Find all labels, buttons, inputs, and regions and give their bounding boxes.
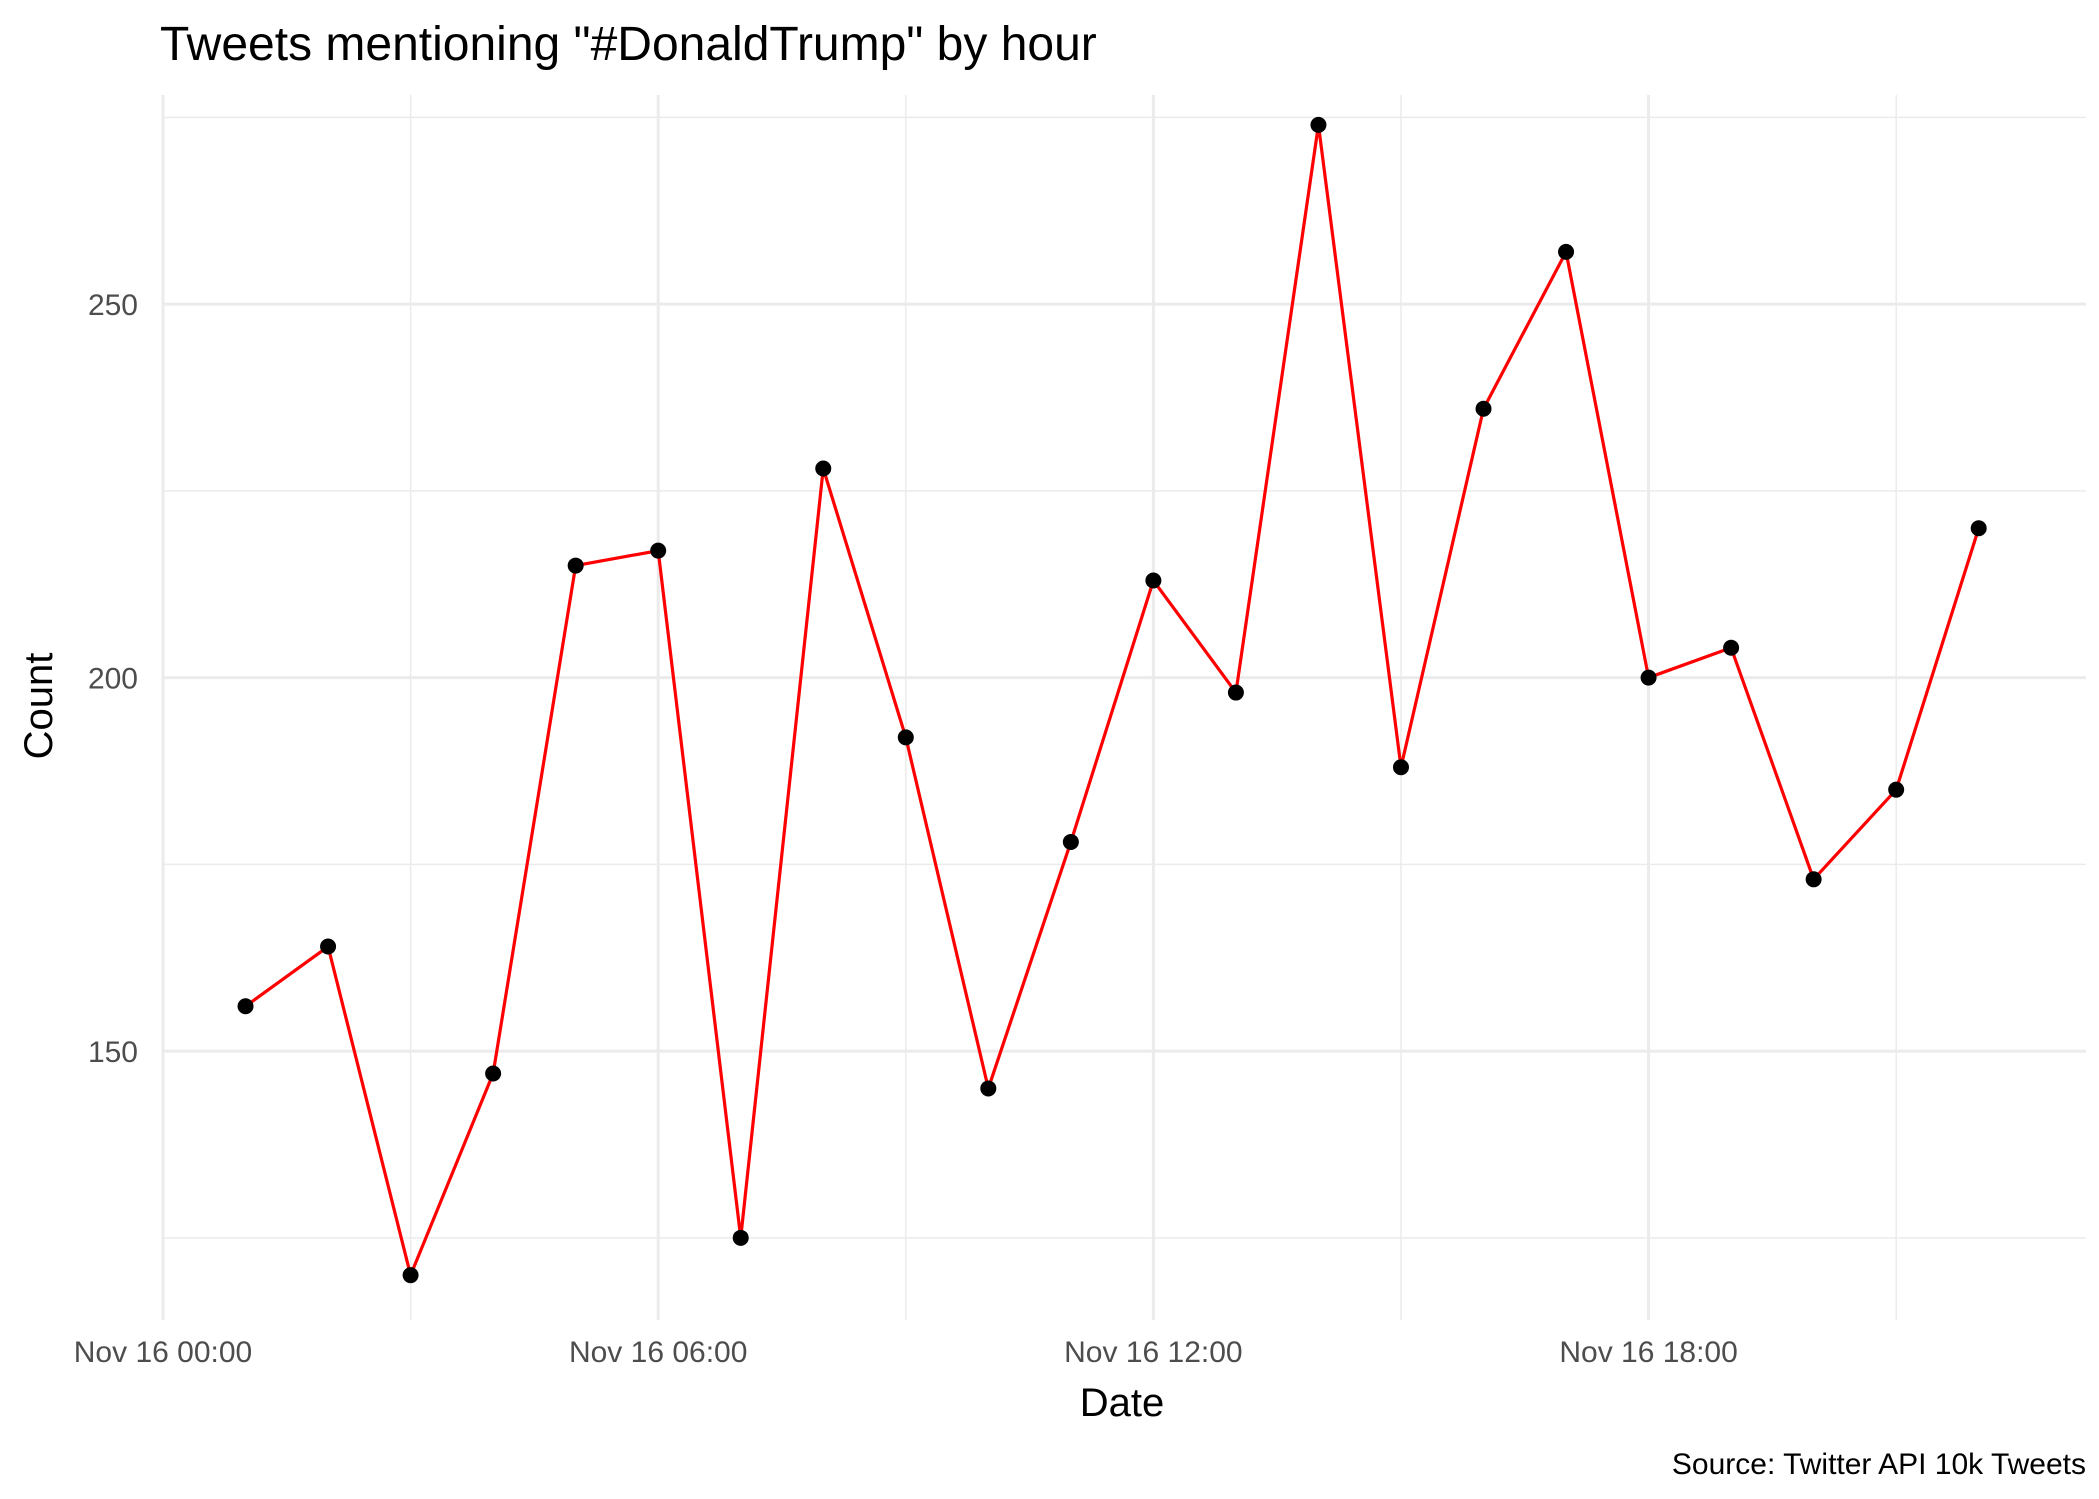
- data-series: [237, 116, 1987, 1284]
- grid-lines: [161, 95, 2086, 1320]
- data-point: [237, 998, 254, 1015]
- x-tick-label: Nov 16 12:00: [1064, 1336, 1242, 1369]
- y-axis-ticks: 150 200 250: [88, 289, 138, 1069]
- data-point: [1392, 759, 1409, 776]
- x-tick-label: Nov 16 18:00: [1559, 1336, 1737, 1369]
- data-point: [1723, 639, 1740, 656]
- data-point: [732, 1229, 749, 1246]
- data-point: [485, 1065, 502, 1082]
- data-point: [1310, 116, 1327, 133]
- chart-title: Tweets mentioning "#DonaldTrump" by hour: [160, 18, 1097, 71]
- data-point: [1805, 871, 1822, 888]
- data-point: [1475, 400, 1492, 417]
- data-point: [1888, 781, 1905, 798]
- data-point: [1062, 833, 1079, 850]
- data-point: [320, 938, 337, 955]
- data-point: [1640, 669, 1657, 686]
- y-tick-label: 200: [88, 663, 138, 696]
- y-tick-label: 250: [88, 289, 138, 322]
- data-point: [897, 729, 914, 746]
- x-axis-ticks: Nov 16 00:00 Nov 16 06:00 Nov 16 12:00 Nov …: [74, 1336, 1738, 1369]
- data-point: [1145, 572, 1162, 589]
- data-point: [1227, 684, 1244, 701]
- data-point: [650, 542, 667, 559]
- x-axis-title: Date: [1080, 1381, 1165, 1425]
- data-point: [402, 1267, 419, 1284]
- data-point: [980, 1080, 997, 1097]
- data-point: [1558, 243, 1575, 260]
- y-axis-title: Count: [17, 653, 61, 760]
- data-point: [567, 557, 584, 574]
- data-point: [1970, 520, 1987, 537]
- x-tick-label: Nov 16 00:00: [74, 1336, 252, 1369]
- chart-caption: Source: Twitter API 10k Tweets: [1672, 1448, 2086, 1481]
- data-point: [815, 460, 832, 477]
- y-tick-label: 150: [88, 1036, 138, 1069]
- series-line: [244, 123, 1981, 1277]
- x-tick-label: Nov 16 06:00: [569, 1336, 747, 1369]
